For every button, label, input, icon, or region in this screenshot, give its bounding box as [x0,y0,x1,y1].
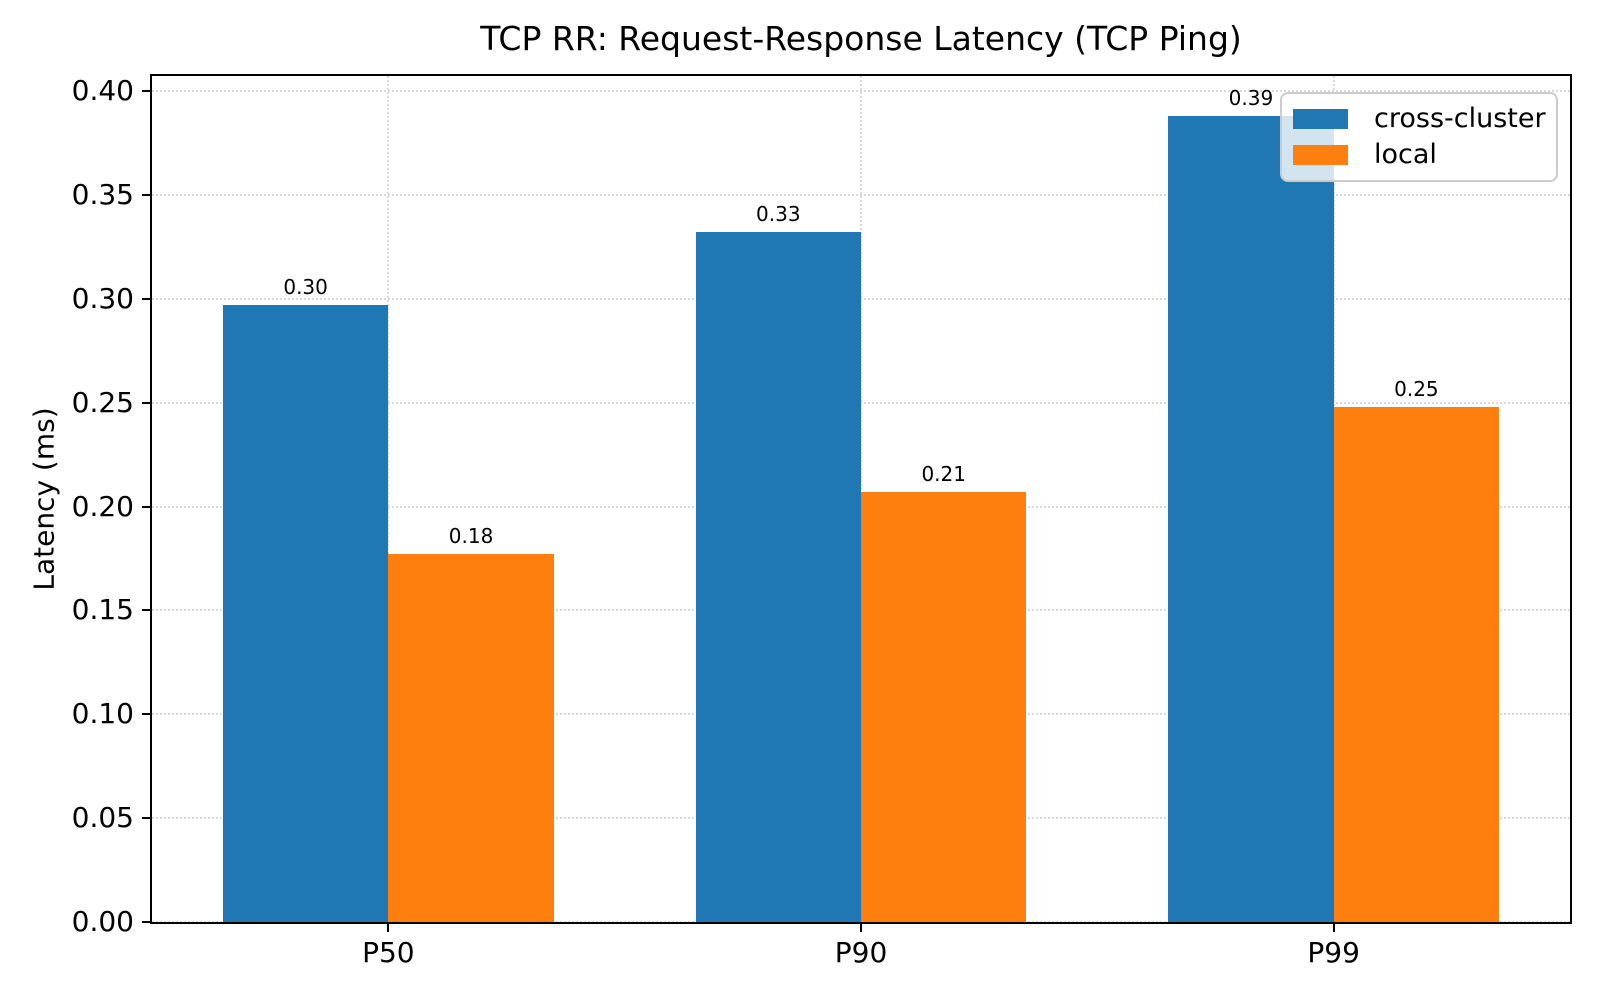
bar-cross-cluster [222,305,389,922]
legend-item: local [1282,140,1556,170]
x-axis-tick [860,922,862,932]
legend-label: local [1374,139,1437,170]
legend-label: cross-cluster [1374,103,1546,134]
x-tick-label: P99 [1307,936,1360,969]
x-tick-label: P50 [362,936,415,969]
legend: cross-cluster local [1280,92,1558,182]
y-axis-tick [142,817,152,820]
bar-value-label: 0.25 [1394,376,1439,401]
bar-local [1333,406,1500,922]
bar-value-label: 0.21 [921,462,966,487]
y-axis-tick [142,609,152,612]
bar-local [388,554,554,922]
y-axis-tick [142,194,152,197]
legend-swatch-cross-cluster [1293,109,1348,129]
bar-value-label: 0.18 [448,524,494,549]
gridline-vertical [387,76,390,922]
y-tick-label: 0.25 [71,385,134,419]
y-tick-label: 0.05 [71,801,134,835]
legend-item: cross-cluster [1282,104,1556,134]
y-tick-label: 0.15 [71,593,134,627]
y-tick-label: 0.20 [71,489,134,523]
y-tick-label: 0.35 [71,178,134,212]
x-axis-tick [1332,922,1335,932]
y-axis-tick [142,505,152,508]
legend-swatch-local [1293,145,1348,165]
x-tick-label: P90 [834,936,888,969]
bar-value-label: 0.39 [1228,86,1274,111]
plot-area: 0.30 0.18 0.33 0.21 0.39 0.25 [150,74,1572,924]
y-axis-tick [142,401,152,404]
y-axis-tick [142,713,152,716]
bar-cross-cluster [695,232,861,922]
y-tick-label: 0.30 [71,281,134,315]
bar-local [861,492,1027,922]
bar-value-label: 0.33 [756,202,801,227]
y-tick-label: 0.10 [71,697,134,731]
bar-cross-cluster [1168,116,1334,922]
y-tick-label: 0.40 [71,74,134,108]
chart-title: TCP RR: Request-Response Latency (TCP Pi… [480,19,1242,58]
y-tick-label: 0.00 [71,905,134,938]
x-axis-tick [387,922,390,932]
y-axis-tick [142,297,152,300]
y-axis-tick [142,921,152,923]
bar-value-label: 0.30 [283,275,328,300]
y-axis-tick [142,90,152,93]
